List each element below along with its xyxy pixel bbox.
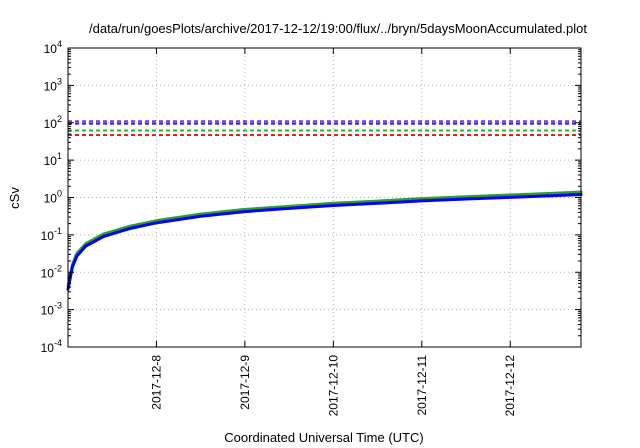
x-axis-label: Coordinated Universal Time (UTC) bbox=[224, 430, 423, 445]
grid-lines bbox=[68, 48, 581, 347]
y-tick-base: 10 bbox=[44, 42, 58, 56]
chart-title: /data/run/goesPlots/archive/2017-12-12/1… bbox=[89, 21, 587, 36]
x-tick-label: 2017-12-12 bbox=[503, 355, 517, 417]
y-tick-base: 10 bbox=[44, 154, 58, 168]
y-tick-exponent: 0 bbox=[57, 189, 62, 199]
y-tick-label: 100 bbox=[44, 189, 62, 206]
y-tick-exponent: 4 bbox=[57, 39, 62, 49]
y-tick-label: 103 bbox=[44, 76, 62, 93]
threshold-lines bbox=[68, 120, 581, 137]
y-tick-exponent: -2 bbox=[54, 263, 62, 273]
y-tick-exponent: -3 bbox=[54, 301, 62, 311]
y-tick-exponent: 3 bbox=[57, 76, 62, 86]
y-tick-exponent: -1 bbox=[54, 226, 62, 236]
series-line bbox=[66, 190, 583, 288]
y-tick-base: 10 bbox=[41, 341, 55, 355]
y-tick-exponent: -4 bbox=[54, 338, 62, 348]
y-tick-base: 10 bbox=[41, 266, 55, 280]
y-tick-exponent: 1 bbox=[57, 151, 62, 161]
y-tick-label: 102 bbox=[44, 114, 62, 131]
y-axis-label: cSv bbox=[7, 187, 22, 209]
y-tick-label: 10-2 bbox=[41, 263, 62, 280]
x-tick-label: 2017-12-9 bbox=[238, 355, 252, 410]
x-tick-label: 2017-12-11 bbox=[415, 355, 429, 416]
axis-ticks: 2017-12-8 2017-12-9 2017-12-10 2017-12-11 20… bbox=[41, 39, 581, 416]
y-tick-base: 10 bbox=[41, 229, 55, 243]
series-line bbox=[66, 193, 583, 291]
y-tick-base: 10 bbox=[44, 192, 58, 206]
y-tick-label: 104 bbox=[44, 39, 62, 56]
x-tick-label: 2017-12-10 bbox=[326, 355, 340, 417]
y-tick-base: 10 bbox=[44, 79, 58, 93]
y-tick-label: 10-1 bbox=[41, 226, 62, 243]
y-tick-label: 10-3 bbox=[41, 301, 62, 318]
plot-frame bbox=[67, 47, 582, 348]
y-tick-label: 101 bbox=[44, 151, 62, 168]
y-tick-exponent: 2 bbox=[57, 114, 62, 124]
y-tick-base: 10 bbox=[41, 304, 55, 318]
x-tick-label: 2017-12-8 bbox=[149, 355, 163, 410]
series-lines bbox=[66, 190, 583, 291]
y-tick-base: 10 bbox=[44, 117, 58, 131]
y-tick-label: 10-4 bbox=[41, 338, 62, 355]
